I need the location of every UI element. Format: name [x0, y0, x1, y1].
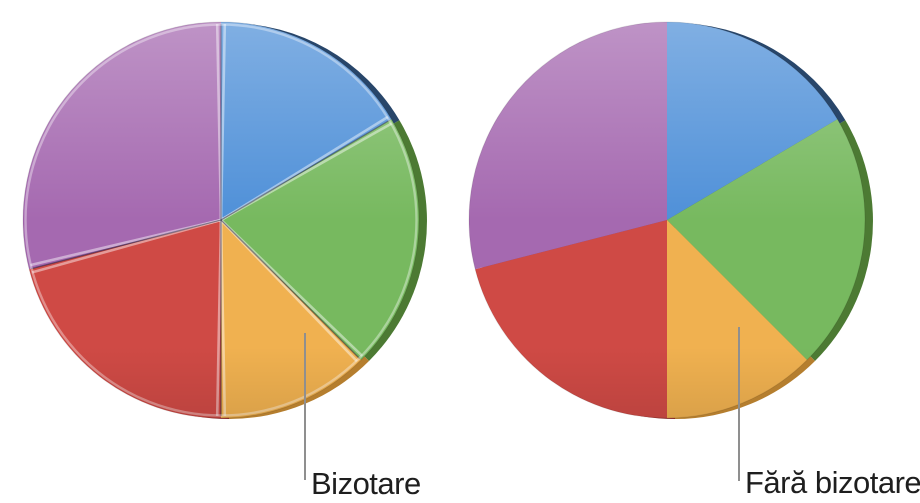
callout-line-bevel — [304, 333, 306, 480]
pie-gloss-overlay — [23, 22, 419, 418]
pie-outline — [468, 21, 866, 419]
callout-line-no-bevel — [738, 327, 740, 481]
pie-outline — [22, 21, 420, 419]
callout-label-bevel: Bizotare — [311, 466, 421, 501]
callout-label-no-bevel: Fără bizotare — [745, 465, 920, 500]
pie-gloss-overlay — [469, 22, 865, 418]
